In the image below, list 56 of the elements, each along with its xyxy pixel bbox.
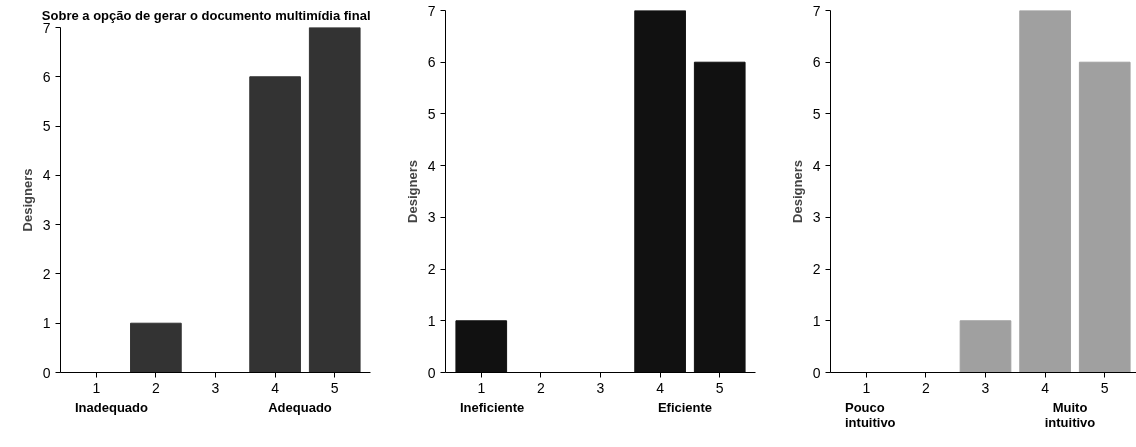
text: Adequado bbox=[267, 400, 333, 415]
text: Inadequado bbox=[75, 400, 149, 415]
y-tick-label: 6 bbox=[42, 68, 51, 85]
bar bbox=[634, 10, 686, 373]
y-tick-label: 6 bbox=[812, 54, 821, 71]
text: Pouco intuitivo bbox=[845, 400, 897, 430]
y-tick-label: 6 bbox=[427, 54, 436, 71]
bar bbox=[959, 320, 1012, 373]
x-tick-label: 4 bbox=[271, 379, 280, 396]
y-tick-label: 3 bbox=[812, 209, 821, 226]
x-tick-label: 1 bbox=[477, 379, 486, 396]
y-tick-label: 4 bbox=[427, 157, 436, 174]
x-tick-label: 2 bbox=[536, 379, 545, 396]
x-tick-label: 3 bbox=[211, 379, 220, 396]
bar bbox=[249, 76, 301, 373]
y-tick-label: 1 bbox=[42, 315, 51, 332]
y-tick-label: 0 bbox=[427, 364, 436, 381]
x-tick-label: 5 bbox=[330, 379, 339, 396]
text: Ineficiente bbox=[460, 400, 526, 415]
x-tick-label: 1 bbox=[92, 379, 101, 396]
x-tick-label: 1 bbox=[862, 379, 871, 396]
text: Eficiente bbox=[656, 400, 714, 415]
y-tick-label: 5 bbox=[427, 105, 436, 122]
y-axis-title: Designers bbox=[19, 168, 35, 232]
x-tick-label: 5 bbox=[1100, 379, 1109, 396]
y-tick-label: 2 bbox=[812, 261, 821, 278]
y-tick-label: 2 bbox=[42, 265, 51, 282]
y-tick-label: 5 bbox=[42, 118, 51, 135]
y-tick-label: 0 bbox=[812, 364, 821, 381]
y-tick-label: 1 bbox=[812, 312, 821, 329]
x-tick-label: 4 bbox=[656, 379, 665, 396]
bar bbox=[308, 27, 361, 373]
x-tick-label: 4 bbox=[1041, 379, 1050, 396]
y-axis-title: Designers bbox=[789, 160, 805, 223]
x-tick-label: 3 bbox=[596, 379, 605, 396]
bar bbox=[1078, 61, 1131, 373]
bar bbox=[455, 320, 508, 373]
bar bbox=[1019, 10, 1071, 373]
y-tick-label: 7 bbox=[812, 2, 821, 19]
bar bbox=[130, 322, 182, 373]
y-tick-label: 7 bbox=[427, 2, 436, 19]
y-tick-label: 3 bbox=[427, 209, 436, 226]
y-tick-label: 3 bbox=[42, 216, 51, 233]
y-axis-title: Designers bbox=[404, 160, 420, 223]
x-tick-label: 5 bbox=[715, 379, 724, 396]
y-tick-label: 4 bbox=[42, 167, 51, 184]
y-tick-label: 5 bbox=[812, 105, 821, 122]
y-tick-label: 1 bbox=[427, 312, 436, 329]
y-tick-label: 2 bbox=[427, 261, 436, 278]
x-tick-label: 3 bbox=[981, 379, 990, 396]
y-tick-label: 0 bbox=[42, 364, 51, 381]
text: Muito intuitivo bbox=[1043, 400, 1097, 430]
y-tick-label: 4 bbox=[812, 157, 821, 174]
x-tick-label: 2 bbox=[921, 379, 930, 396]
bar bbox=[693, 61, 746, 373]
x-tick-label: 2 bbox=[151, 379, 160, 396]
